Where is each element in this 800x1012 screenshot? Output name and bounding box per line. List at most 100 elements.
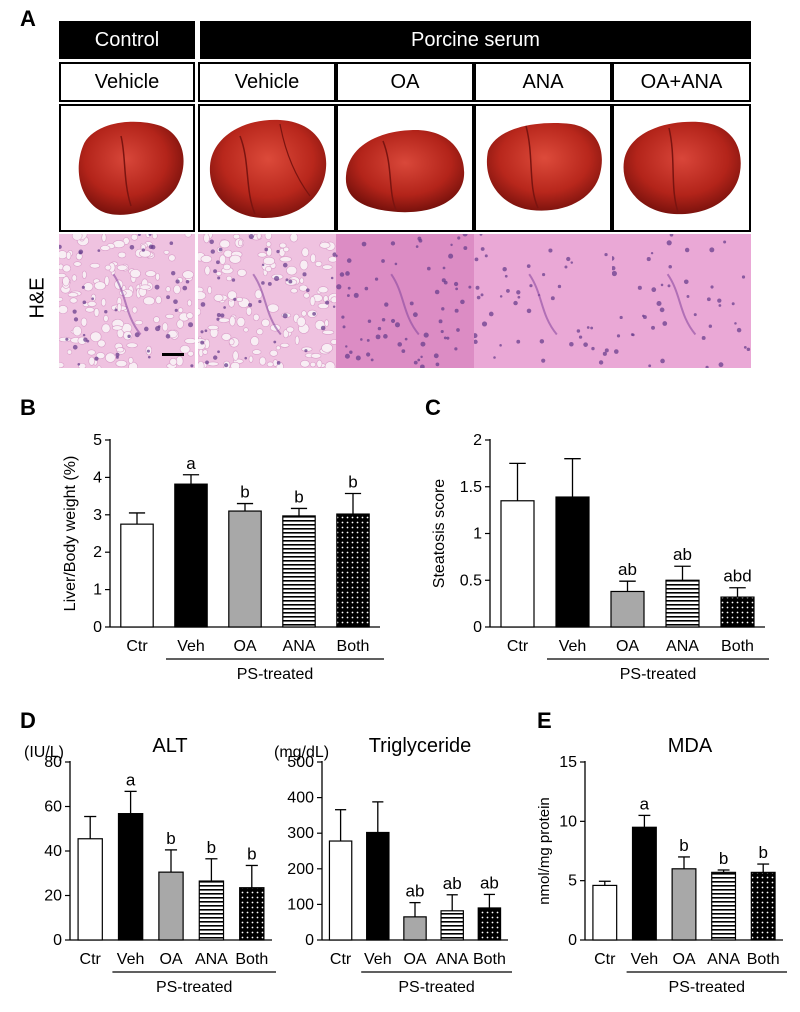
y-tick-label: 40: [44, 843, 62, 860]
y-tick-label: 10: [559, 813, 577, 830]
chart-liver-body-weight: Liver/Body weight (%) 0 1 2 3 4 5 Ctr a Veh b OA b AN…: [62, 432, 384, 683]
bar-veh: [631, 826, 657, 941]
significance-label: a: [126, 770, 136, 789]
liver-photo-oa: [336, 104, 474, 232]
control-header: Control: [59, 21, 195, 59]
x-tick-label: Ctr: [330, 951, 352, 968]
liver-photo-ana: [474, 104, 612, 232]
x-tick-label: OA: [159, 951, 182, 968]
significance-label: ab: [618, 560, 637, 579]
y-tick-label: 300: [287, 825, 314, 842]
x-tick-label: Veh: [117, 951, 145, 968]
y-axis-label: Steatosis score: [431, 479, 448, 588]
significance-label: a: [186, 454, 196, 473]
y-tick-label: 2: [473, 432, 482, 449]
condition-label-oa-ana: OA+ANA: [612, 62, 751, 102]
chart-title: ALT: [152, 735, 187, 757]
bar-veh: [366, 831, 390, 941]
bar-both: [477, 907, 502, 941]
x-tick-label: Ctr: [80, 951, 102, 968]
x-tick-label: Ctr: [507, 638, 529, 655]
bar-oa: [403, 916, 427, 941]
bar-both: [750, 871, 776, 941]
y-axis-label: nmol/mg protein: [536, 797, 553, 905]
x-tick-label: OA: [403, 951, 426, 968]
condition-label-control-vehicle: Vehicle: [59, 62, 195, 102]
x-tick-label: ANA: [195, 951, 228, 968]
y-tick-label: 1: [473, 526, 482, 543]
he-micrograph-control: [59, 234, 195, 368]
significance-label: b: [719, 849, 728, 868]
x-tick-label: OA: [233, 638, 256, 655]
scale-bar: [162, 353, 184, 356]
bar-veh: [555, 496, 590, 628]
significance-label: abd: [723, 567, 751, 586]
x-tick-label: Both: [747, 951, 780, 968]
group-label: PS-treated: [237, 666, 313, 683]
group-label: PS-treated: [669, 979, 745, 996]
condition-label-ana: ANA: [474, 62, 612, 102]
condition-label-vehicle: Vehicle: [198, 62, 336, 102]
x-tick-label: Veh: [559, 638, 587, 655]
panel-a-letter: A: [20, 6, 36, 31]
significance-label: ab: [673, 545, 692, 564]
y-tick-label: 100: [287, 896, 314, 913]
chart-alt: ALT (IU/L) 0 20 40 60 80 Ctr a Veh b OA b ANA b BothPS-…: [24, 735, 276, 996]
bar-ctr: [328, 840, 353, 941]
bar-ana: [198, 880, 225, 941]
panel-c-letter: C: [425, 395, 441, 420]
he-micrograph-oa: [336, 234, 474, 368]
y-tick-label: 400: [287, 790, 314, 807]
porcine-serum-header: Porcine serum: [200, 21, 751, 59]
liver-photo-oa-ana: [612, 104, 751, 232]
y-tick-label: 1.5: [460, 479, 482, 496]
bar-ana: [665, 579, 700, 628]
x-tick-label: Veh: [631, 951, 659, 968]
significance-label: b: [240, 483, 249, 502]
significance-label: ab: [443, 874, 462, 893]
bar-oa: [158, 871, 184, 941]
y-tick-label: 80: [44, 754, 62, 771]
x-tick-label: Ctr: [126, 638, 148, 655]
y-tick-label: 2: [93, 544, 102, 561]
liver-photo-control: [59, 104, 195, 232]
significance-label: ab: [406, 882, 425, 901]
group-label: PS-treated: [156, 979, 232, 996]
y-tick-label: 5: [568, 873, 577, 890]
bar-ctr: [500, 500, 535, 628]
significance-label: b: [758, 843, 767, 862]
y-tick-label: 200: [287, 861, 314, 878]
x-tick-label: Both: [337, 638, 370, 655]
chart-title: Triglyceride: [369, 735, 472, 757]
condition-label-oa: OA: [336, 62, 474, 102]
y-tick-label: 0.5: [460, 572, 482, 589]
significance-label: b: [207, 838, 216, 857]
y-tick-label: 15: [559, 754, 577, 771]
he-micrograph-vehicle: [198, 234, 336, 368]
y-tick-label: 20: [44, 888, 62, 905]
y-tick-label: 3: [93, 507, 102, 524]
x-tick-label: Ctr: [594, 951, 616, 968]
significance-label: ab: [480, 873, 499, 892]
x-tick-label: Both: [721, 638, 754, 655]
x-tick-label: OA: [672, 951, 695, 968]
y-tick-label: 0: [473, 619, 482, 636]
bar-veh: [174, 483, 208, 628]
bar-veh: [117, 813, 144, 941]
bar-both: [239, 887, 265, 941]
significance-label: b: [294, 487, 303, 506]
chart-title: MDA: [668, 735, 713, 757]
y-tick-label: 0: [568, 932, 577, 949]
panel-e-letter: E: [537, 708, 552, 733]
x-tick-label: ANA: [707, 951, 740, 968]
bar-ctr: [77, 838, 103, 941]
bar-oa: [610, 590, 645, 628]
x-tick-label: OA: [616, 638, 639, 655]
x-tick-label: ANA: [283, 638, 316, 655]
bar-ana: [282, 515, 316, 628]
panel-d-letter: D: [20, 708, 36, 733]
y-tick-label: 1: [93, 582, 102, 599]
panel-b-letter: B: [20, 395, 36, 420]
x-tick-label: ANA: [666, 638, 699, 655]
y-tick-label: 0: [305, 932, 314, 949]
